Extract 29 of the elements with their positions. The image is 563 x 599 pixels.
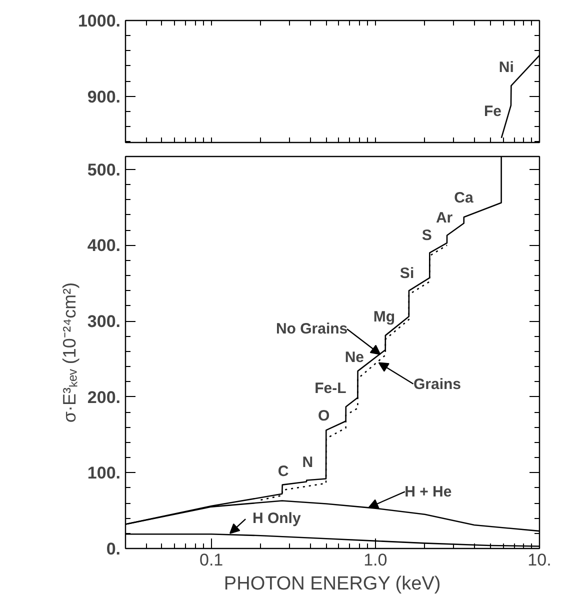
y-axis-title: σ·E³ₖₑᵥ (10⁻²⁴cm²) <box>59 282 80 423</box>
x-tick-label: 0.1 <box>199 550 224 570</box>
annotation: S <box>422 227 432 244</box>
annotation: Fe-L <box>314 380 346 398</box>
x-tick-label: 1.0 <box>364 550 388 570</box>
y-tick-label: 0. <box>106 540 121 558</box>
y-tick-label: 200. <box>87 388 121 407</box>
annotation: Ca <box>454 190 474 207</box>
y-tick-label: 500. <box>87 160 121 180</box>
y-tick-label: 400. <box>87 236 121 256</box>
annotation: H Only <box>252 510 302 527</box>
annotation: Ne <box>344 349 364 366</box>
annotation: Ni <box>498 58 514 76</box>
y-tick-label: 1000. <box>78 12 121 30</box>
annotation: Fe <box>484 102 502 120</box>
y-tick-label: 300. <box>87 312 121 332</box>
annotation: Ar <box>436 210 453 227</box>
annotation: C <box>278 462 289 480</box>
y-tick-label: 900. <box>87 87 121 106</box>
x-axis-title: PHOTON ENERGY (keV) <box>224 574 441 594</box>
annotation: Grains <box>413 376 462 394</box>
annotation: Si <box>400 264 414 282</box>
annotation: H + He <box>404 484 452 501</box>
annotation: N <box>302 454 314 471</box>
x-tick-label: 10. <box>528 550 552 570</box>
annotation: Mg <box>373 308 396 326</box>
annotation: O <box>318 408 330 425</box>
annotation: No Grains <box>276 320 348 338</box>
y-tick-label: 100. <box>87 464 121 483</box>
